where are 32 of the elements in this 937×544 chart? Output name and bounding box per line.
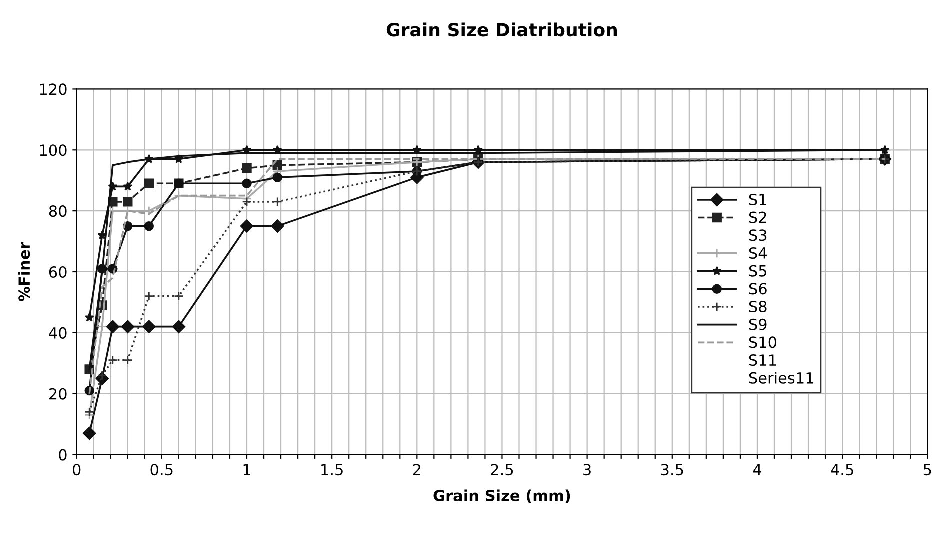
text: S11 [749, 354, 776, 366]
text: Series11 [749, 372, 814, 384]
x-tick-label: 3 [584, 464, 591, 476]
legend-label: S4 [749, 247, 767, 260]
x-tick-label: 4.5 [831, 464, 854, 476]
x-tick-label: 1.5 [322, 464, 343, 476]
x-tick-label: 2 [413, 464, 420, 476]
y-tick-label: 100 [40, 144, 67, 156]
legend-label: S5 [749, 265, 766, 277]
x-axis-title: Grain Size (mm) [434, 490, 570, 504]
y-tick-label: 80 [49, 206, 67, 218]
y-tick-label: 20 [49, 388, 67, 400]
legend-label: S2 [749, 212, 766, 224]
legend-label: S9 [749, 318, 767, 330]
legend-label: S1 [749, 194, 766, 206]
x-tick-label: 3.5 [661, 464, 684, 476]
chart-title: Grain Size Diatribution [386, 22, 618, 37]
y-tick-label: 40 [49, 327, 67, 339]
y-tick-label: 120 [40, 84, 67, 96]
y-tick-label: 60 [49, 266, 67, 278]
y-axis-title: %Finer [18, 242, 30, 302]
legend-label: S8 [749, 300, 767, 313]
x-tick-label: 2.5 [491, 464, 514, 476]
x-tick-label: 0 [72, 464, 81, 476]
x-tick-label: 0.5 [150, 464, 173, 476]
x-tick-label: 1 [244, 464, 250, 476]
x-tick-label: 4 [753, 464, 762, 476]
y-tick-label: 0 [59, 449, 67, 461]
x-tick-label: 5 [924, 464, 932, 476]
text: S3 [749, 230, 767, 242]
legend-label: S10 [749, 336, 777, 348]
legend-label: S6 [749, 283, 767, 295]
